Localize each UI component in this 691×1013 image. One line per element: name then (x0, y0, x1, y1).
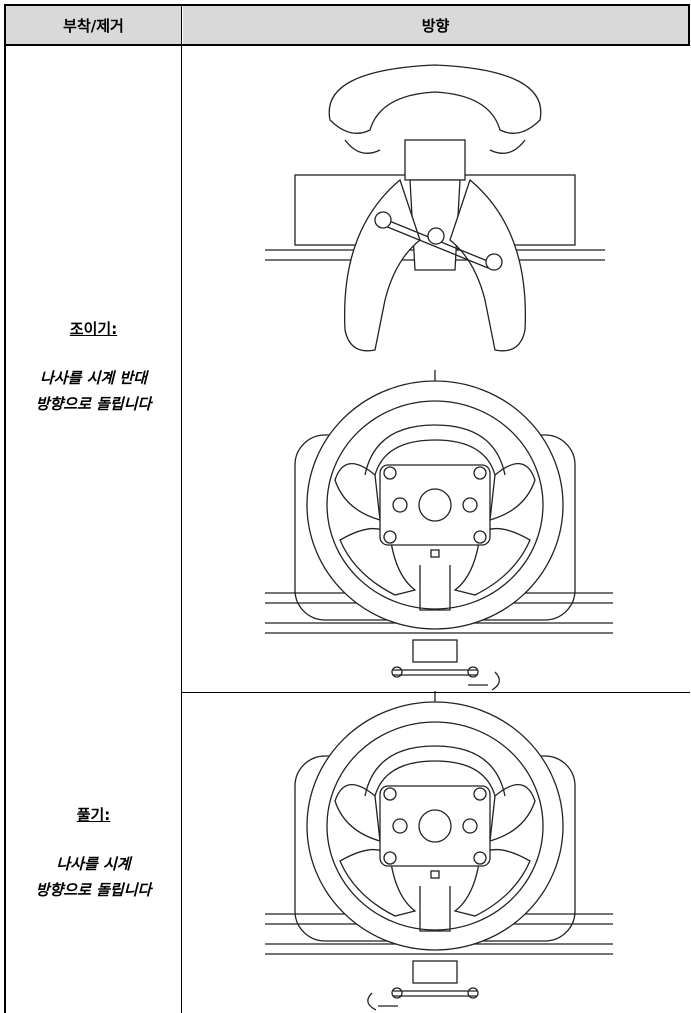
row-label: 조이기: 나사를 시계 반대 방향으로 돌립니다 (6, 318, 181, 417)
instruction: 방향으로 돌립니다 (35, 881, 152, 899)
arrow (367, 992, 398, 1011)
border (4, 44, 690, 46)
top-view-illustration (265, 64, 605, 352)
border (181, 692, 690, 693)
action: 조이기: (69, 320, 118, 338)
front-view-illustration (264, 690, 614, 999)
row-label: 풀기: 나사를 시계 방향으로 돌립니다 (6, 804, 181, 903)
border (4, 4, 6, 1013)
instruction: 나사를 시계 (56, 855, 131, 873)
border (688, 4, 690, 46)
border (4, 4, 690, 6)
front-view-illustration (264, 369, 614, 678)
action: 풀기: (76, 806, 111, 824)
header-text: 방향 (421, 16, 450, 35)
border (181, 4, 182, 1013)
header-text: 부착/제거 (63, 16, 124, 35)
header-cell: 방향 (183, 6, 688, 44)
arrow (468, 671, 500, 691)
instruction: 방향으로 돌립니다 (35, 395, 152, 413)
header-cell: 부착/제거 (6, 6, 181, 44)
instruction: 나사를 시계 반대 (39, 369, 148, 387)
